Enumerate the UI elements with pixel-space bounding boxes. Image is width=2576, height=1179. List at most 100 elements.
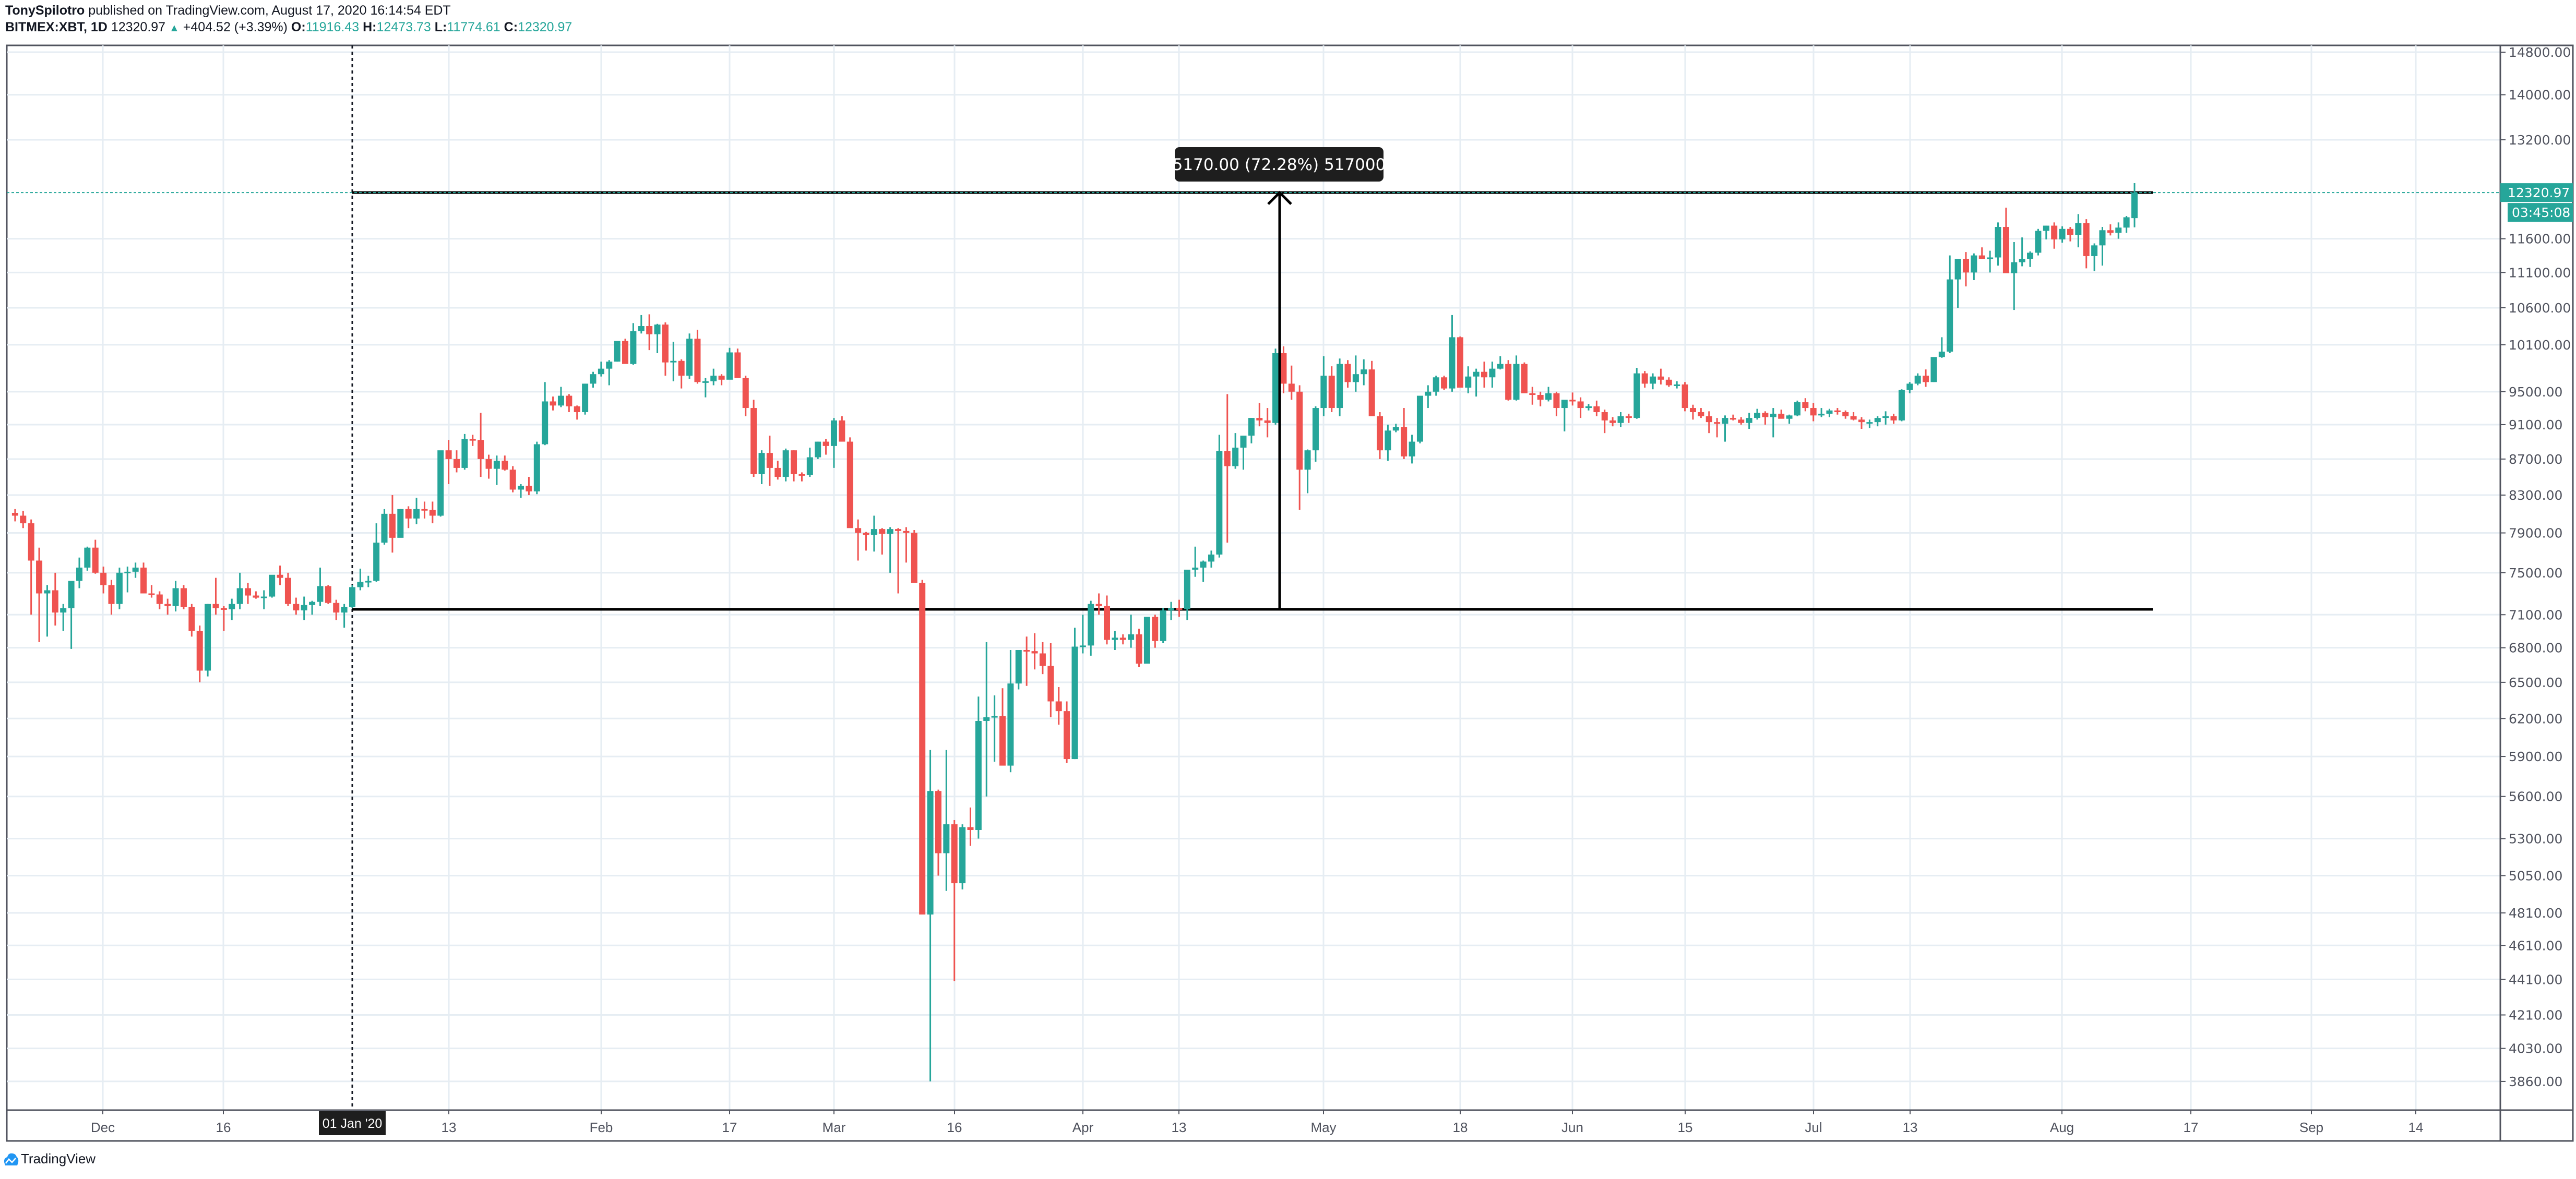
candle-body (879, 529, 886, 534)
candle-body (566, 395, 573, 406)
candle-body (1601, 412, 1608, 420)
candle-body (84, 547, 91, 568)
countdown-badge (2508, 203, 2573, 222)
grid-lines (6, 44, 2574, 1142)
price-tick-label: 11100.00 (2509, 265, 2571, 280)
candle-body (60, 608, 67, 613)
time-tick-label: Sep (2299, 1120, 2323, 1135)
candle-body (1569, 400, 1576, 402)
candle-body (421, 509, 428, 511)
candle-body (1794, 402, 1800, 416)
candle-body (967, 827, 974, 830)
price-tick-label: 8300.00 (2509, 488, 2562, 503)
candle-body (1505, 364, 1512, 400)
candle-body (509, 470, 516, 490)
measure-label: 5170.00 (72.28%) 517000 (1173, 155, 1386, 174)
price-tick-label: 8700.00 (2509, 452, 2562, 467)
candle-body (582, 383, 589, 412)
candle-body (1160, 610, 1166, 641)
price-scale[interactable]: 14800.00 14000.00 13200.00 11600.00 11100.00… (2499, 45, 2573, 1141)
candle-body (1465, 376, 1472, 388)
candle-body (1256, 418, 1263, 420)
candle-body (2002, 227, 2009, 273)
price-tick-label: 6500.00 (2509, 675, 2562, 690)
time-tick-label: Mar (822, 1120, 846, 1135)
candle-body (806, 457, 813, 475)
candle-body (164, 604, 171, 606)
candle-body (1923, 376, 1929, 382)
candle-body (1425, 391, 1432, 396)
candle-body (1698, 412, 1704, 416)
candle-body (1802, 402, 1809, 408)
tradingview-cloud-icon (4, 1153, 19, 1165)
candle-body (935, 791, 941, 853)
candle-body (614, 341, 621, 362)
candle-body (2083, 223, 2090, 256)
candle-body (100, 572, 107, 585)
candle-body (1128, 634, 1135, 640)
candle-body (1730, 418, 1736, 420)
candle-body (598, 368, 604, 375)
last-price-badge (2500, 183, 2573, 202)
time-scale[interactable]: Dec 16 13 Feb 17 Mar 16 Apr 13 May 18 Jun 15 Jul 13 Aug… (7, 1109, 2573, 1135)
price-tick-label: 4810.00 (2509, 906, 2562, 921)
price-tick-label: 11600.00 (2509, 232, 2571, 247)
date-marker-badge (319, 1111, 386, 1135)
bar-countdown-label: 03:45:08 (2512, 205, 2570, 220)
candle-body (999, 716, 1006, 766)
price-tick-label: 14800.00 (2509, 45, 2571, 60)
price-tick-label: 3860.00 (2509, 1074, 2562, 1089)
candle-body (1930, 357, 1937, 382)
candle-body (381, 513, 388, 543)
candle-body (1489, 368, 1496, 378)
candle-body (830, 420, 837, 446)
price-tick-label: 9500.00 (2509, 384, 2562, 400)
last-price-label: 12320.97 (2508, 185, 2570, 200)
candle-body (429, 510, 436, 516)
up-triangle-icon: ▲ (169, 22, 180, 34)
candle-body (1754, 413, 1761, 418)
time-tick-label: Jun (1561, 1120, 1583, 1135)
candle-body (1553, 393, 1560, 408)
candle-body (943, 824, 950, 853)
candle-body (1778, 414, 1785, 419)
candle-body (1240, 436, 1247, 448)
candle-body (1232, 448, 1239, 466)
candle-body (1770, 414, 1776, 417)
candle-body (92, 547, 99, 573)
candle-body (1738, 419, 1745, 423)
candle-body (550, 401, 556, 406)
tradingview-logo[interactable]: TradingView (3, 1151, 96, 1167)
candle-body (229, 604, 235, 609)
candle-body (678, 360, 685, 376)
candle-body (1377, 416, 1384, 451)
publish-info: TonySpilotro published on TradingView.co… (5, 3, 451, 18)
drawing-lines[interactable] (7, 45, 2500, 1110)
candle-body (533, 444, 540, 491)
candle-body (557, 395, 564, 406)
candle-body (284, 578, 291, 604)
candle-body (718, 376, 725, 380)
author-name[interactable]: TonySpilotro (5, 3, 85, 18)
candle-body (1746, 418, 1752, 423)
time-tick-label: Feb (590, 1120, 613, 1135)
time-tick-label: 13 (1172, 1120, 1187, 1135)
time-tick-label: Dec (91, 1120, 115, 1135)
candle-body (140, 568, 147, 594)
candle-body (205, 604, 211, 671)
candle-body (413, 509, 420, 519)
date-marker-label: 01 Jan '20 (323, 1116, 383, 1131)
candle-body (1409, 441, 1415, 456)
candle-body (646, 326, 653, 334)
candle-body (68, 581, 75, 608)
candle-body (1834, 410, 1841, 412)
close-label: C: (504, 20, 518, 34)
candle-body (1947, 279, 1953, 352)
candle-body (341, 607, 348, 613)
candle-body (1176, 608, 1183, 610)
candle-body (1449, 337, 1456, 389)
open-value: 11916.43 (305, 20, 360, 34)
candle-body (542, 401, 548, 444)
candle-body (1248, 418, 1255, 436)
